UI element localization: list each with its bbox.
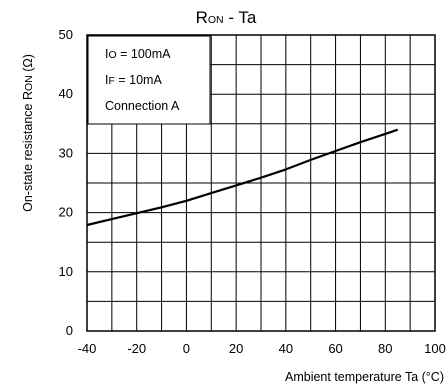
condition-sub: O (108, 49, 116, 61)
tick-labels: -40 -20 0 20 40 60 80 100 0 10 20 30 40 50 (59, 27, 446, 356)
x-tick-label: 60 (328, 341, 342, 356)
chart-title-main: R (196, 8, 208, 27)
conditions-box-bg (87, 35, 211, 125)
y-axis-label-rest: (Ω) (21, 54, 35, 75)
series-layer (86, 128, 399, 227)
condition-rest: = 100mA (117, 47, 172, 61)
y-tick-label: 30 (59, 145, 73, 160)
chart-title: RON - Ta (196, 8, 257, 27)
x-tick-label: -40 (78, 341, 97, 356)
grid (87, 35, 435, 331)
y-axis-label-main: On-state resistance R (21, 91, 35, 212)
y-tick-label: 40 (59, 86, 73, 101)
condition-main: I (105, 47, 108, 61)
chart-title-sub: ON (208, 14, 224, 26)
series-line (86, 128, 399, 227)
x-tick-label: 40 (279, 341, 293, 356)
x-axis-label: Ambient temperature Ta (°C) (285, 370, 444, 384)
chart-title-rest: - Ta (224, 8, 257, 27)
plot-frame (86, 34, 436, 332)
y-axis-label: On-state resistance RON (Ω) (21, 54, 35, 212)
y-axis-label-sub: ON (23, 75, 35, 91)
condition-main: I (105, 73, 108, 87)
condition-rest: = 10mA (115, 73, 163, 87)
y-tick-label: 0 (66, 323, 73, 338)
x-tick-label: 80 (378, 341, 392, 356)
x-tick-label: 100 (424, 341, 446, 356)
x-tick-label: -20 (127, 341, 146, 356)
y-tick-label: 20 (59, 205, 73, 220)
y-tick-label: 50 (59, 27, 73, 42)
condition-text: Connection A (105, 99, 180, 113)
condition-rest: Connection A (105, 99, 180, 113)
y-tick-label: 10 (59, 264, 73, 279)
condition-text: IF = 10mA (105, 73, 162, 87)
x-tick-label: 20 (229, 341, 243, 356)
x-tick-label: 0 (183, 341, 190, 356)
condition-text: IO = 100mA (105, 47, 171, 61)
condition-sub: F (108, 75, 114, 87)
